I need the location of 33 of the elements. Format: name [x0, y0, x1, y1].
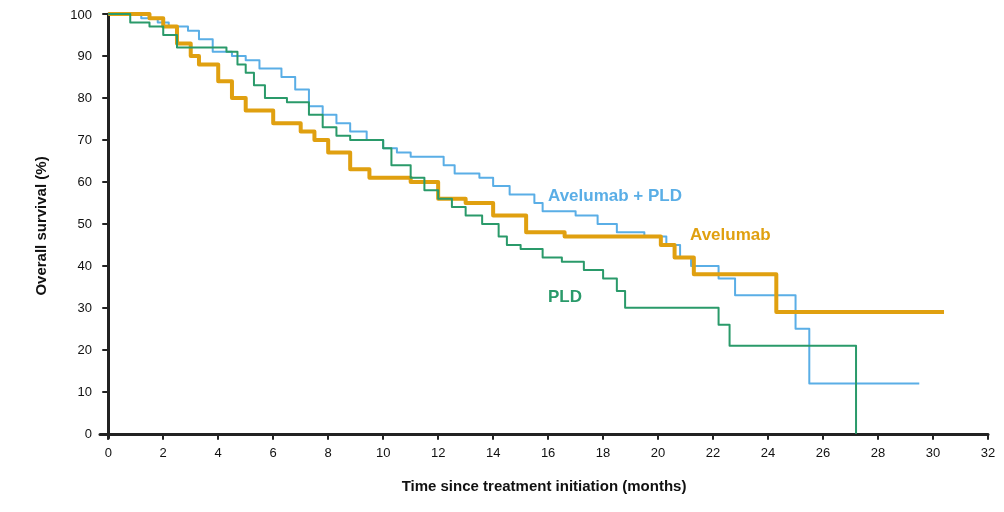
y-tick-label: 0 [84, 426, 92, 442]
y-tick-label: 70 [77, 132, 92, 148]
x-tick-label: 10 [375, 445, 391, 460]
x-tick-label: 28 [870, 445, 886, 460]
x-tick-label: 8 [324, 445, 332, 460]
x-tick-label: 24 [760, 445, 776, 460]
x-tick-label: 14 [485, 445, 501, 460]
series-label: Avelumab [690, 225, 771, 244]
y-tick-label: 100 [70, 6, 92, 22]
y-tick-label: 30 [77, 300, 92, 316]
y-tick-label: 60 [77, 174, 92, 190]
x-axis-title: Time since treatment initiation (months) [401, 477, 687, 494]
y-axis-title: Overall survival (%) [32, 156, 49, 296]
x-tick-label: 6 [269, 445, 277, 460]
y-tick-label: 20 [77, 342, 92, 358]
y-tick-label: 40 [77, 258, 92, 274]
x-tick-label: 2 [159, 445, 167, 460]
x-tick-label: 4 [214, 445, 222, 460]
x-tick-label: 18 [595, 445, 611, 460]
x-tick-label: 16 [540, 445, 556, 460]
x-tick-label: 26 [815, 445, 831, 460]
y-tick-label: 50 [77, 216, 92, 232]
x-tick-label: 0 [104, 445, 112, 460]
x-tick-label: 12 [430, 445, 446, 460]
series-label: PLD [548, 287, 582, 306]
y-tick-label: 10 [77, 384, 92, 400]
series-label: Avelumab + PLD [548, 186, 682, 205]
y-tick-label: 80 [77, 90, 92, 106]
x-tick-label: 22 [705, 445, 721, 460]
x-tick-label: 30 [925, 445, 941, 460]
x-tick-label: 32 [980, 445, 996, 460]
x-tick-label: 20 [650, 445, 666, 460]
y-tick-label: 90 [77, 48, 92, 64]
